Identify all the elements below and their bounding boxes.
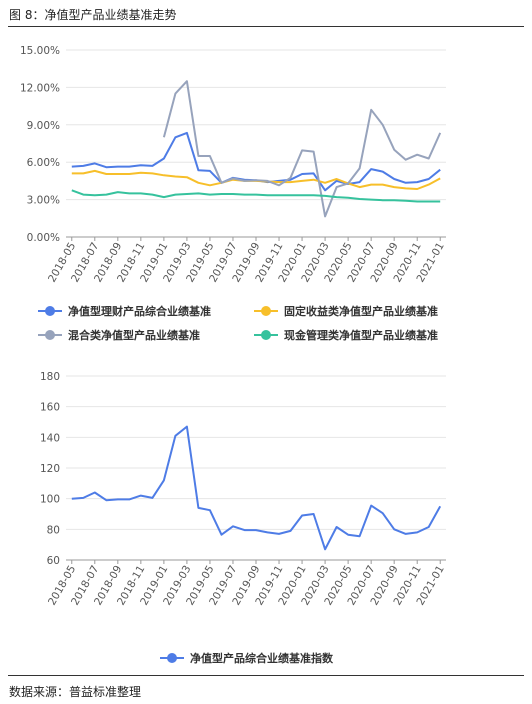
series-line-2 [162, 80, 442, 218]
chart-performance-benchmark: 0.00%3.00%6.00%9.00%12.00%15.00%2018-052… [20, 45, 447, 342]
legend-marker [261, 306, 271, 316]
series-line-0 [71, 425, 442, 551]
y-tick-label: 140 [40, 432, 60, 444]
legend-item-0: 净值型理财产品综合业绩基准 [38, 304, 211, 318]
legend-label: 净值型产品综合业绩基准指数 [190, 651, 334, 665]
figure-title: 图 8：净值型产品业绩基准走势 [9, 8, 177, 22]
legend-label: 现金管理类净值型产品业绩基准 [284, 328, 438, 342]
y-tick-label: 160 [40, 402, 60, 414]
legend-marker [167, 653, 177, 663]
y-tick-label: 6.00% [27, 157, 60, 169]
series-line-3 [71, 189, 441, 203]
y-tick-label: 3.00% [27, 195, 60, 207]
legend-item-3: 现金管理类净值型产品业绩基准 [254, 328, 438, 342]
y-tick-label: 15.00% [20, 45, 60, 57]
y-tick-label: 180 [40, 371, 60, 383]
legend-label: 混合类净值型产品业绩基准 [68, 328, 200, 342]
legend-item-1: 固定收益类净值型产品业绩基准 [254, 304, 438, 318]
y-tick-label: 120 [40, 463, 60, 475]
legend-marker [45, 306, 55, 316]
bottom-rule [8, 675, 524, 676]
chart-benchmark-index: 60801001201401601802018-052018-072018-09… [40, 371, 447, 665]
top-rule [8, 26, 524, 27]
y-tick-label: 12.00% [20, 82, 60, 94]
legend-label: 固定收益类净值型产品业绩基准 [284, 304, 438, 318]
legend-marker [45, 330, 55, 340]
y-tick-label: 80 [47, 524, 60, 536]
legend-label: 净值型理财产品综合业绩基准 [68, 304, 211, 318]
legend-marker [261, 330, 271, 340]
y-tick-label: 60 [47, 555, 60, 567]
source-note: 数据来源：普益标准整理 [9, 685, 142, 699]
y-tick-label: 100 [40, 494, 60, 506]
legend-item-2: 混合类净值型产品业绩基准 [38, 328, 200, 342]
legend-item-0: 净值型产品综合业绩基准指数 [160, 651, 334, 665]
y-tick-label: 0.00% [27, 232, 60, 244]
y-tick-label: 9.00% [27, 120, 60, 132]
